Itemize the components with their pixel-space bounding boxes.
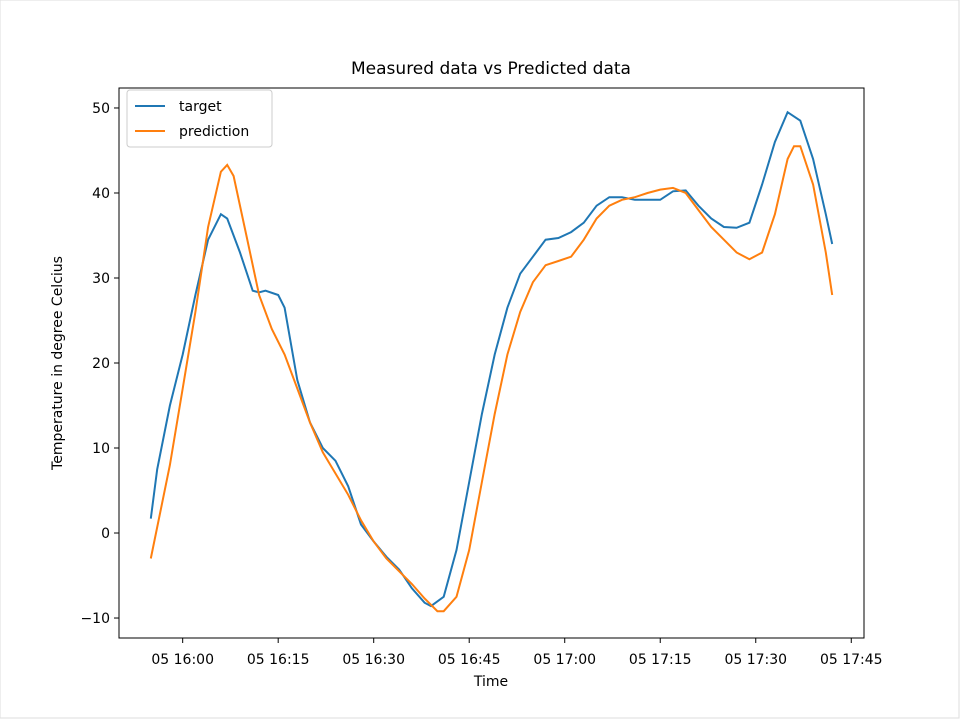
x-axis-label: Time <box>473 674 508 690</box>
legend-box <box>126 89 273 148</box>
x-tick-label: 05 17:00 <box>533 652 596 668</box>
y-tick-label: 10 <box>92 441 110 457</box>
y-tick-label: 0 <box>101 526 110 542</box>
x-tick-label: 05 17:15 <box>629 652 692 668</box>
line <box>149 145 834 613</box>
plot-frame <box>118 87 865 639</box>
line <box>149 110 834 608</box>
legend-label: prediction <box>179 124 249 140</box>
y-tick-label: 40 <box>92 186 110 202</box>
x-tick-label: 05 16:30 <box>342 652 405 668</box>
y-tick-label: 30 <box>92 271 110 287</box>
y-tick-label: −10 <box>80 611 110 627</box>
x-tick-label: 05 17:45 <box>820 652 883 668</box>
legend-label: target <box>179 99 222 115</box>
x-tick-label: 05 16:45 <box>438 652 501 668</box>
x-tick-label: 05 16:15 <box>247 652 310 668</box>
y-axis-label: Temperature in degree Celcius <box>50 256 66 471</box>
y-tick-label: 20 <box>92 356 110 372</box>
x-tick-label: 05 17:30 <box>724 652 787 668</box>
chart-title: Measured data vs Predicted data <box>351 59 631 79</box>
x-tick-label: 05 16:00 <box>151 652 214 668</box>
y-tick-label: 50 <box>92 101 110 117</box>
